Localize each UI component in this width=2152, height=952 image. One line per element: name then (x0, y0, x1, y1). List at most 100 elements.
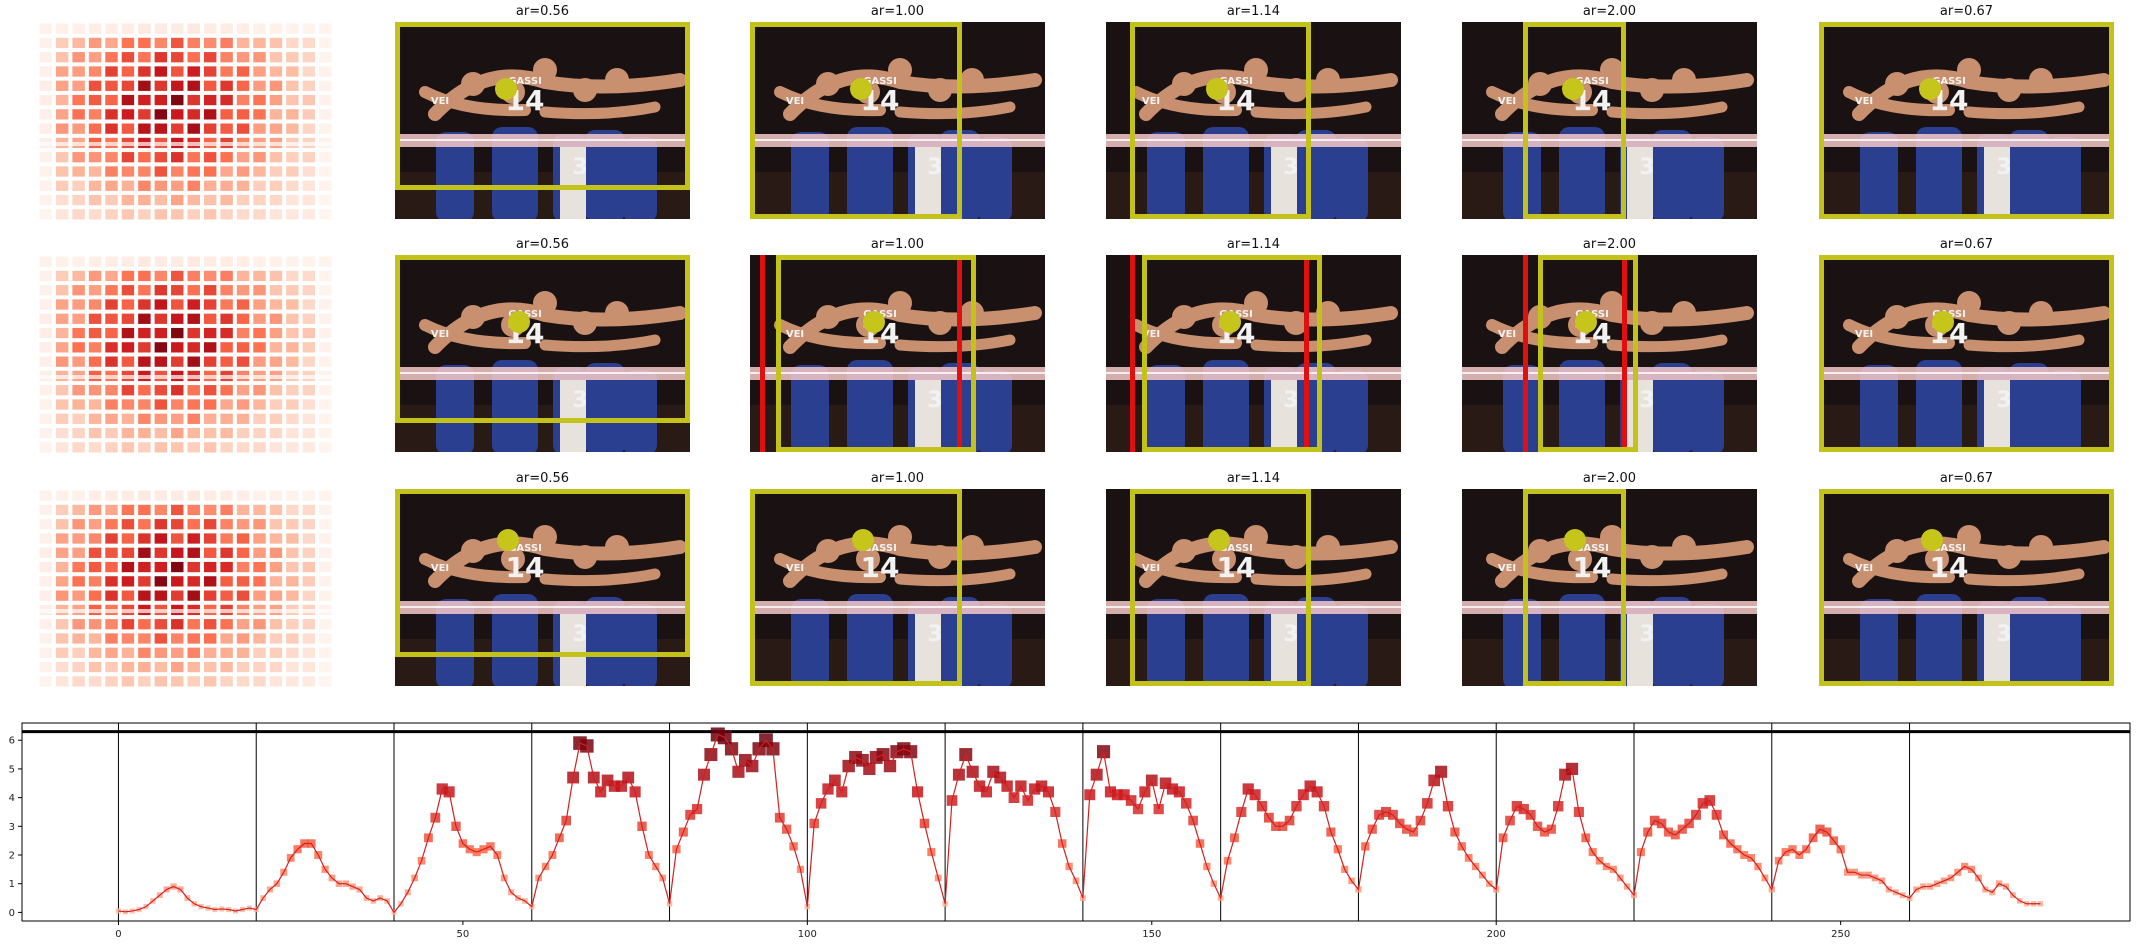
player-head (1568, 547, 1592, 571)
heatmap-cell (39, 94, 52, 106)
jersey-text: VEI (786, 563, 804, 574)
player-head (816, 539, 840, 563)
heatmap-cell (220, 123, 233, 134)
score-line-chart: 0 50 100 150 200 250 0 1 2 3 4 5 6 (9, 722, 2131, 940)
jersey-text: 3 (1639, 622, 1654, 647)
panel-title: ar=0.56 (515, 4, 570, 19)
heatmap-cell (154, 547, 168, 558)
jersey-text: 3 (572, 388, 587, 413)
heatmap-cell (105, 327, 118, 339)
white-shorts (1271, 614, 1297, 686)
y-tick-label: 5 (9, 764, 15, 775)
heatmap-cell (121, 676, 135, 687)
red-crop-edge (760, 255, 765, 452)
heatmap-cell (220, 52, 233, 63)
heatmap-cell (187, 23, 200, 34)
heatmap-cell (171, 23, 184, 34)
heatmap-cell (203, 519, 217, 530)
heatmap-cell (253, 356, 266, 367)
player-arm (539, 334, 661, 353)
series-line (118, 733, 2041, 914)
heatmap-cell (171, 399, 184, 410)
heatmap-cell (253, 209, 266, 220)
heatmap-cell (138, 547, 151, 558)
heatmap-cell (171, 533, 184, 544)
heatmap-cell (269, 66, 283, 77)
player-head (1172, 72, 1196, 96)
heatmap-cell (236, 519, 250, 530)
player-head (856, 547, 880, 571)
heatmap-cell (154, 285, 168, 296)
heatmap-cell (55, 519, 69, 530)
jersey-text: VEI (431, 329, 449, 340)
heatmap-cell (203, 385, 217, 396)
player-head (2029, 301, 2053, 325)
jersey-text: 3 (927, 388, 942, 413)
heatmap-cell (253, 66, 266, 77)
heatmap-cell (253, 313, 266, 324)
player-head (533, 525, 557, 549)
heatmap-cell (203, 561, 217, 573)
x-tick-label: 250 (1831, 929, 1850, 940)
heatmap-cell (72, 327, 85, 339)
player-head (533, 58, 557, 82)
player-arm (774, 86, 886, 117)
heatmap-cell (154, 490, 168, 501)
heatmap-cell (187, 109, 200, 120)
heatmap-cell (187, 342, 200, 353)
heatmap-cell (138, 533, 151, 544)
heatmap-cell (187, 313, 200, 324)
heatmap-cell (286, 533, 299, 544)
panel-title: ar=0.56 (515, 471, 570, 486)
heatmap-cell (121, 427, 135, 439)
heatmap-cell (319, 619, 332, 630)
heatmap-cell (269, 561, 283, 573)
heatmap-cell (319, 342, 332, 353)
heatmap-cell (138, 561, 151, 573)
player-jersey (2047, 370, 2081, 452)
heatmap-cell (121, 23, 135, 34)
heatmap-cell (286, 66, 299, 77)
player-jersey (847, 594, 893, 686)
jersey-text: 14 (1217, 551, 1256, 584)
heatmap-cell (121, 519, 135, 530)
heatmap-cell (203, 80, 217, 91)
heatmap-cell (203, 647, 217, 658)
crop-box (776, 255, 976, 452)
heatmap-cell (171, 327, 184, 339)
heatmap-cell (55, 619, 69, 630)
heatmap-cell (88, 590, 102, 601)
panel-title: ar=2.00 (1582, 237, 1637, 252)
heatmap-cell (220, 285, 233, 296)
player-head (461, 72, 485, 96)
heatmap-cell (171, 427, 184, 439)
plot-frame (21, 722, 2131, 922)
heatmap-cell (269, 299, 283, 310)
heatmap-cell (236, 166, 250, 177)
player-jersey (791, 599, 829, 686)
heatmap-cell (269, 256, 283, 267)
player-head (960, 535, 984, 559)
player-head (605, 535, 629, 559)
jersey-text: 3 (1283, 155, 1298, 180)
heatmap-cell (187, 37, 200, 49)
heatmap-cell (203, 123, 217, 134)
heatmap-cell (203, 490, 217, 501)
heatmap-cell (105, 576, 118, 587)
heatmap-cell (171, 109, 184, 120)
heatmap-cell (72, 209, 85, 220)
saliency-heatmap-row-3 (38, 489, 334, 689)
y-tick-label: 0 (9, 908, 15, 919)
heatmap-cell (302, 576, 316, 587)
jersey-text: GASSI (1932, 76, 1966, 87)
heatmap-cell (286, 442, 299, 453)
crop-panel-r3-c1: ar=0.56 GASSI 14 VEI 3 (395, 471, 690, 686)
player-arm (1963, 101, 2085, 120)
jersey-text: 14 (506, 551, 545, 584)
heatmap-cell (220, 619, 233, 630)
heatmap-cell (220, 413, 233, 424)
heatmap-cell (39, 166, 52, 177)
heatmap-cell (220, 533, 233, 544)
